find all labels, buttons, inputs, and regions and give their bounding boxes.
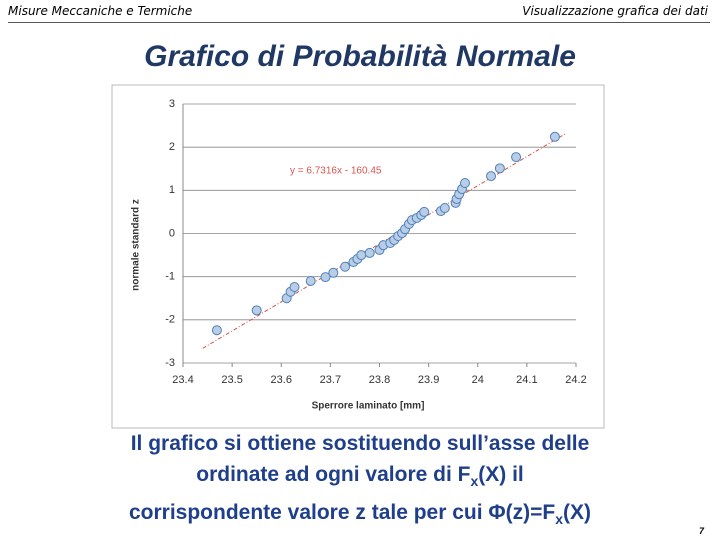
point xyxy=(211,325,222,336)
caption-text: Il grafico si ottiene sostituendo sull’a… xyxy=(130,432,590,455)
point xyxy=(419,206,430,217)
point xyxy=(320,272,331,283)
x-tick-label: 23.4 xyxy=(172,374,193,386)
point xyxy=(340,261,351,272)
x-tick-label: 23.9 xyxy=(418,374,439,386)
x-axis-title: Sperrore laminato [mm] xyxy=(312,401,425,412)
point xyxy=(364,247,375,258)
y-axis-title: normale standard z xyxy=(131,199,142,291)
y-tick-label: -2 xyxy=(165,314,175,326)
point xyxy=(328,267,339,278)
caption-text: ordinate ad ogni valore di F xyxy=(196,463,471,486)
x-tick-label: 24 xyxy=(472,374,484,386)
point xyxy=(511,152,522,163)
y-tick-label: -1 xyxy=(165,271,175,283)
x-tick-label: 24.1 xyxy=(516,374,537,386)
y-tick-label: -3 xyxy=(165,357,175,369)
trendline xyxy=(202,132,567,349)
caption-subscript: x xyxy=(470,473,479,490)
slide-title: Grafico di Probabilità Normale xyxy=(144,40,576,73)
caption: Il grafico si ottiene sostituendo sull’a… xyxy=(0,428,720,535)
y-tick-label: 1 xyxy=(169,184,175,196)
x-tick-label: 23.5 xyxy=(221,374,242,386)
caption-text: (X) xyxy=(563,501,592,525)
caption-text: (X) il xyxy=(478,463,524,486)
point xyxy=(549,131,560,142)
y-tick-label: 0 xyxy=(169,227,175,239)
trendline-label: y = 6.7316x - 160.45 xyxy=(290,166,382,177)
point xyxy=(494,163,505,174)
x-tick-label: 24.2 xyxy=(565,374,586,386)
point xyxy=(439,203,450,214)
point xyxy=(459,177,470,188)
point xyxy=(305,275,316,286)
header-right: Visualizzazione grafica dei dati xyxy=(522,4,708,18)
point xyxy=(289,282,300,293)
y-tick-label: 3 xyxy=(169,98,175,110)
x-tick-label: 23.8 xyxy=(369,374,390,386)
point xyxy=(356,250,367,261)
x-tick-label: 23.6 xyxy=(271,374,292,386)
caption-text: corrispondente valore z tale per cui Φ(z… xyxy=(128,501,556,525)
point xyxy=(486,171,497,182)
caption-subscript: x xyxy=(555,511,564,528)
header-left: Misure Meccaniche e Termiche xyxy=(8,4,193,18)
x-tick-label: 23.7 xyxy=(320,374,341,386)
y-tick-label: 2 xyxy=(169,141,175,153)
page-number: 7 xyxy=(698,526,704,536)
header-rule xyxy=(8,22,710,23)
point xyxy=(251,305,262,316)
